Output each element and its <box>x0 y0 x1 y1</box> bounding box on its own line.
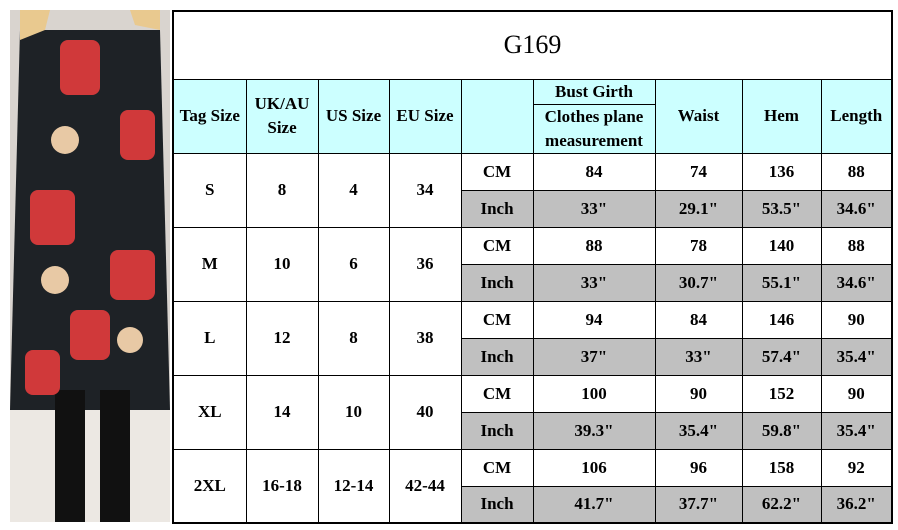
size-cell: 42-44 <box>388 448 462 524</box>
size-cell: 6 <box>317 226 390 302</box>
cm-cell: 94 <box>532 300 656 339</box>
inch-cell: 30.7" <box>654 263 743 302</box>
inch-cell: 29.1" <box>654 189 743 228</box>
cm-cell: CM <box>460 300 534 339</box>
cm-cell: 136 <box>741 152 822 191</box>
cm-cell: 88 <box>820 226 893 265</box>
table-row: Inch 33" 30.7" 55.1" 34.6" <box>173 263 893 302</box>
inch-cell: 36.2" <box>820 485 893 524</box>
cm-cell: 74 <box>654 152 743 191</box>
size-cell: 36 <box>388 226 462 302</box>
cm-cell: 90 <box>654 374 743 413</box>
header-cell: Tag Size <box>172 78 247 154</box>
header-cell: Clothes plane measurement <box>532 103 656 154</box>
cm-cell: 78 <box>654 226 743 265</box>
inch-cell: Inch <box>460 189 534 228</box>
size-cell: 8 <box>317 300 390 376</box>
size-cell: XL <box>172 374 247 450</box>
inch-cell: 33" <box>532 263 656 302</box>
size-cell: 10 <box>317 374 390 450</box>
inch-cell: 34.6" <box>820 263 893 302</box>
inch-cell: Inch <box>460 485 534 524</box>
inch-cell: 39.3" <box>532 411 656 450</box>
product-photo <box>10 10 170 522</box>
cm-cell: CM <box>460 152 534 191</box>
header-cell: EU Size <box>388 78 462 154</box>
header-cell: Length <box>820 78 893 154</box>
inch-cell: 59.8" <box>741 411 822 450</box>
inch-cell: 37.7" <box>654 485 743 524</box>
size-cell: 10 <box>245 226 319 302</box>
table-row: Tag Size UK/AU Size US Size EU Size Bust Gir… <box>172 78 893 154</box>
table-row: G169 <box>172 10 893 80</box>
size-cell: M <box>172 226 247 302</box>
inch-cell: 41.7" <box>532 485 656 524</box>
size-cell: 12 <box>245 300 319 376</box>
table-row: S 8 4 34 CM 84 74 136 88 <box>172 152 893 228</box>
table-row: Clothes plane measurement <box>173 103 892 154</box>
size-cell: 16-18 <box>245 448 319 524</box>
size-cell: 8 <box>245 152 319 228</box>
cm-cell: 100 <box>532 374 656 413</box>
cm-cell: 146 <box>741 300 822 339</box>
cm-cell: CM <box>460 374 534 413</box>
cm-cell: 152 <box>741 374 822 413</box>
size-table: G169 Tag Size UK/AU Size US Size EU Size Bust… <box>172 10 893 524</box>
inch-cell: 35.4" <box>820 337 893 376</box>
size-cell: L <box>172 300 247 376</box>
cm-cell: 158 <box>741 448 822 487</box>
header-cell: UK/AU Size <box>245 78 319 154</box>
inch-cell: Inch <box>460 337 534 376</box>
size-cell: 12-14 <box>317 448 390 524</box>
header-cell: Bust Girth <box>532 78 656 105</box>
header-cell <box>460 78 534 154</box>
inch-cell: 37" <box>532 337 656 376</box>
table-row: XL 14 10 40 CM 100 90 152 90 <box>172 374 893 450</box>
size-cell: 40 <box>388 374 462 450</box>
table-row: Inch 41.7" 37.7" 62.2" 36.2" <box>173 485 893 524</box>
table-body: G169 Tag Size UK/AU Size US Size EU Size Bust… <box>172 10 893 524</box>
table-row: M 10 6 36 CM 88 78 140 88 <box>172 226 893 302</box>
size-cell: 2XL <box>172 448 247 524</box>
cm-cell: 106 <box>532 448 656 487</box>
cm-cell: CM <box>460 226 534 265</box>
header-cell: Waist <box>654 78 743 154</box>
inch-cell: 55.1" <box>741 263 822 302</box>
size-cell: 38 <box>388 300 462 376</box>
cm-cell: 84 <box>532 152 656 191</box>
table-row: Inch 33" 29.1" 53.5" 34.6" <box>173 189 893 228</box>
inch-cell: 53.5" <box>741 189 822 228</box>
table-title: G169 <box>172 10 893 80</box>
inch-cell: 62.2" <box>741 485 822 524</box>
size-cell: 14 <box>245 374 319 450</box>
cm-cell: 84 <box>654 300 743 339</box>
table-row: L 12 8 38 CM 94 84 146 90 <box>172 300 893 376</box>
inch-cell: Inch <box>460 263 534 302</box>
cm-cell: 92 <box>820 448 893 487</box>
cm-cell: 90 <box>820 374 893 413</box>
cm-cell: 96 <box>654 448 743 487</box>
size-cell: 4 <box>317 152 390 228</box>
size-cell: 34 <box>388 152 462 228</box>
inch-cell: 57.4" <box>741 337 822 376</box>
cm-cell: 88 <box>532 226 656 265</box>
inch-cell: 35.4" <box>654 411 743 450</box>
header-cell: US Size <box>317 78 390 154</box>
cm-cell: 88 <box>820 152 893 191</box>
cm-cell: 140 <box>741 226 822 265</box>
cm-cell: 90 <box>820 300 893 339</box>
inch-cell: 35.4" <box>820 411 893 450</box>
inch-cell: 34.6" <box>820 189 893 228</box>
inch-cell: Inch <box>460 411 534 450</box>
table-row: 2XL 16-18 12-14 42-44 CM 106 96 158 92 <box>172 448 893 524</box>
header-cell: Hem <box>741 78 822 154</box>
size-cell: S <box>172 152 247 228</box>
inch-cell: 33" <box>654 337 743 376</box>
inch-cell: 33" <box>532 189 656 228</box>
table-row: Inch 37" 33" 57.4" 35.4" <box>173 337 893 376</box>
cm-cell: CM <box>460 448 534 487</box>
